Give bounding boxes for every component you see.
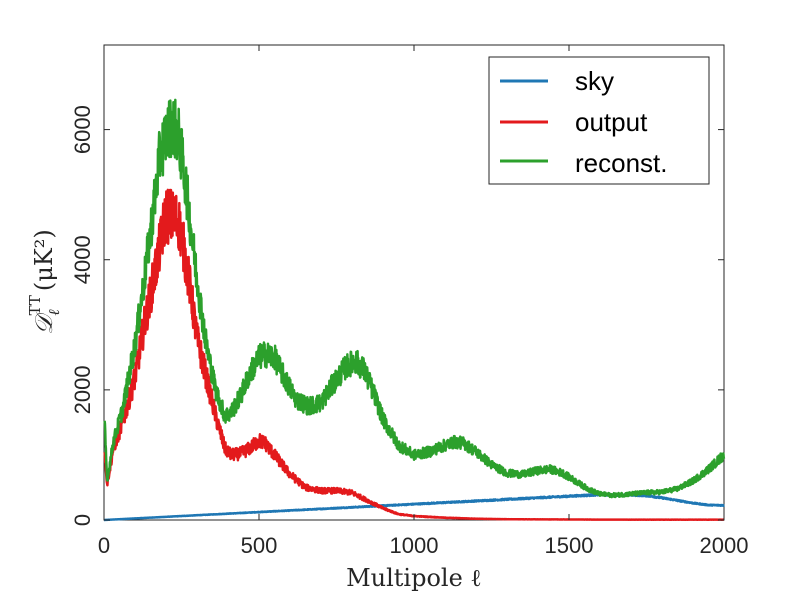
y-axis-label-units: (μK²) xyxy=(30,229,58,291)
y-axis-label-sub: ℓ xyxy=(45,309,63,315)
y-axis-label: 𝒟ℓTT(μK²) xyxy=(26,229,63,335)
y-tick-label: 0 xyxy=(70,514,95,526)
x-tick-label: 1000 xyxy=(390,533,439,558)
y-tick-label: 4000 xyxy=(70,235,95,284)
y-axis-label-sup: TT xyxy=(26,295,44,315)
legend-label-reconst: reconst. xyxy=(575,148,668,178)
legend: sky output reconst. xyxy=(488,56,710,185)
x-axis-label: Multipole ℓ xyxy=(346,564,482,592)
y-tick-label: 6000 xyxy=(70,105,95,154)
tick-layer: 0 500 1000 1500 2000 0 2000 4000 6000 xyxy=(70,45,748,558)
legend-label-output: output xyxy=(575,107,648,137)
x-tick-label: 2000 xyxy=(700,533,749,558)
svg-text:𝒟ℓTT(μK²): 𝒟ℓTT(μK²) xyxy=(26,229,63,335)
x-tick-label: 500 xyxy=(241,533,278,558)
x-tick-label: 1500 xyxy=(545,533,594,558)
y-tick-label: 2000 xyxy=(70,365,95,414)
x-tick-label: 0 xyxy=(98,533,110,558)
series-line-reconst xyxy=(103,98,726,499)
legend-label-sky: sky xyxy=(575,66,614,96)
